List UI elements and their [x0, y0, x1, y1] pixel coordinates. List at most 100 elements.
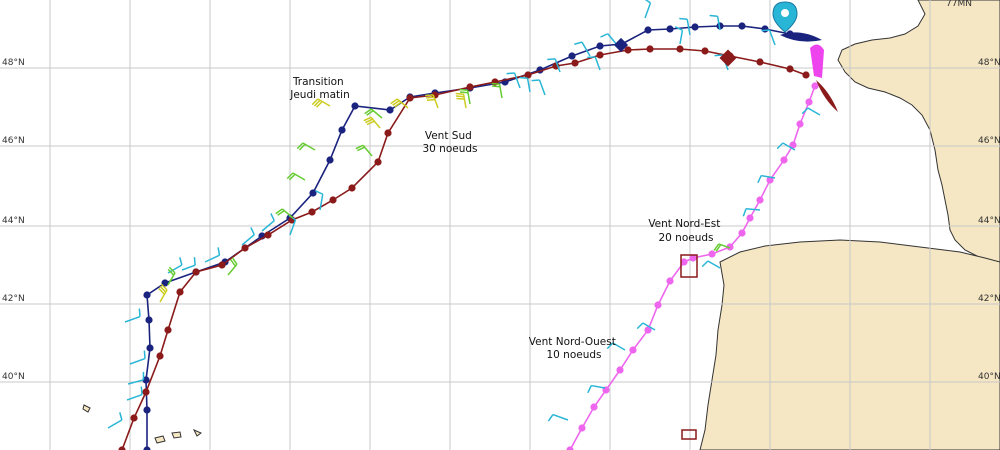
- navy-route-waypoint[interactable]: [644, 26, 652, 34]
- navy-route-waypoint[interactable]: [351, 102, 359, 110]
- magenta-route-waypoint[interactable]: [811, 82, 819, 90]
- maroon-route-waypoint[interactable]: [164, 326, 172, 334]
- maroon-route-waypoint[interactable]: [142, 388, 150, 396]
- magenta-route-waypoint[interactable]: [680, 258, 688, 266]
- wind-barb-icon: [587, 56, 601, 71]
- location-pin-icon[interactable]: [772, 1, 798, 33]
- navy-route-waypoint[interactable]: [666, 25, 674, 33]
- navy-route-waypoint[interactable]: [309, 189, 317, 197]
- annotation-vent-nord-ouest: Vent Nord-Ouest 10 noeuds: [529, 336, 619, 361]
- wind-barb-icon: [574, 41, 591, 57]
- magenta-boat-icon[interactable]: [810, 44, 824, 78]
- maroon-route-waypoint[interactable]: [241, 244, 249, 252]
- lat-label-right: 40°N: [978, 372, 1000, 382]
- navy-route-waypoint[interactable]: [738, 22, 746, 30]
- maroon-route-waypoint[interactable]: [118, 446, 126, 450]
- wind-barb-icon: [315, 190, 324, 211]
- navy-route-waypoint[interactable]: [386, 106, 394, 114]
- navy-route-waypoint[interactable]: [691, 23, 699, 31]
- latitude-labels: 48°N 48°N 46°N 46°N 44°N 44°N 42°N 42°N 40°N 40°N: [2, 58, 1000, 382]
- magenta-route-waypoint[interactable]: [666, 277, 674, 285]
- navy-route-waypoint[interactable]: [596, 42, 604, 50]
- magenta-route-waypoint[interactable]: [616, 366, 624, 374]
- maroon-route-waypoint[interactable]: [264, 231, 272, 239]
- navy-route-waypoint[interactable]: [145, 316, 153, 324]
- lat-label-right: 46°N: [978, 136, 1000, 146]
- magenta-route-waypoint[interactable]: [780, 156, 788, 164]
- navy-route-waypoint[interactable]: [568, 52, 576, 60]
- wind-barb-icon: [674, 26, 684, 45]
- navy-route-waypoint[interactable]: [143, 446, 151, 450]
- wind-barb-icon: [606, 342, 626, 351]
- magenta-route-waypoint[interactable]: [629, 346, 637, 354]
- maroon-route-waypoint[interactable]: [176, 288, 184, 296]
- magenta-route-waypoint[interactable]: [654, 301, 662, 309]
- magenta-route-waypoint[interactable]: [805, 98, 813, 106]
- wind-barbs-layer: [107, 0, 821, 429]
- maroon-route-waypoint[interactable]: [676, 45, 684, 53]
- wind-barb-icon: [547, 58, 561, 73]
- maroon-route-waypoint[interactable]: [406, 94, 414, 102]
- maroon-route-waypoint[interactable]: [571, 59, 579, 67]
- magenta-route-waypoint[interactable]: [796, 120, 804, 128]
- magenta-route-waypoint[interactable]: [738, 229, 746, 237]
- magenta-route-waypoint[interactable]: [708, 250, 716, 258]
- navy-route-waypoint[interactable]: [146, 344, 154, 352]
- magenta-route-waypoint[interactable]: [689, 254, 697, 262]
- wind-barb-icon: [587, 384, 606, 394]
- maroon-route-waypoint[interactable]: [786, 65, 794, 73]
- navy-route-waypoint[interactable]: [326, 156, 334, 164]
- navy-route-waypoint[interactable]: [761, 25, 769, 33]
- maroon-route-waypoint[interactable]: [646, 45, 654, 53]
- island-small-3: [171, 431, 182, 439]
- wind-barb-icon: [363, 116, 381, 129]
- maroon-route-waypoint[interactable]: [466, 83, 474, 91]
- wind-barb-icon: [204, 247, 221, 263]
- navy-route-waypoint[interactable]: [143, 291, 151, 299]
- navy-route-waypoint[interactable]: [161, 279, 169, 287]
- maroon-route-waypoint[interactable]: [596, 51, 604, 59]
- wind-barb-icon: [181, 257, 196, 271]
- maroon-route-waypoint[interactable]: [756, 58, 764, 66]
- maroon-route-waypoint[interactable]: [524, 71, 532, 79]
- maroon-route-waypoint[interactable]: [802, 71, 810, 79]
- maroon-route-waypoint[interactable]: [308, 208, 316, 216]
- wind-barb-icon: [459, 88, 471, 105]
- wind-barb-icon: [127, 371, 145, 385]
- wind-barb-icon: [636, 322, 656, 331]
- navy-route-waypoint[interactable]: [338, 126, 346, 134]
- maroon-route-waypoint[interactable]: [218, 261, 226, 269]
- maroon-route-waypoint[interactable]: [384, 129, 392, 137]
- wind-barb-icon: [713, 243, 731, 252]
- navy-route-waypoint[interactable]: [143, 406, 151, 414]
- markers-layer: [613, 1, 838, 440]
- navy-route[interactable]: [142, 22, 794, 450]
- lat-label-right: 42°N: [978, 294, 1000, 304]
- maroon-route-waypoint[interactable]: [624, 46, 632, 54]
- wind-barb-icon: [124, 308, 141, 323]
- wind-barb-icon: [679, 17, 691, 36]
- maroon-boat-icon[interactable]: [816, 80, 838, 112]
- maroon-route-waypoint[interactable]: [374, 158, 382, 166]
- maroon-route-waypoint[interactable]: [701, 47, 709, 55]
- magenta-route-waypoint[interactable]: [789, 141, 797, 149]
- magenta-route-waypoint[interactable]: [644, 326, 652, 334]
- magenta-route-waypoint[interactable]: [578, 424, 586, 432]
- maroon-route-waypoint[interactable]: [130, 414, 138, 422]
- maroon-route-waypoint[interactable]: [348, 184, 356, 192]
- navy-diamond-marker: [613, 37, 629, 53]
- magenta-route[interactable]: [566, 82, 819, 450]
- wind-barb-icon: [757, 174, 776, 184]
- maroon-route-waypoint[interactable]: [329, 196, 337, 204]
- magenta-route-waypoint[interactable]: [766, 176, 774, 184]
- magenta-route-waypoint[interactable]: [566, 446, 574, 450]
- magenta-route-waypoint[interactable]: [746, 214, 754, 222]
- magenta-route-waypoint[interactable]: [590, 403, 598, 411]
- lat-label-right: 44°N: [978, 216, 1000, 226]
- maroon-route-waypoint[interactable]: [156, 352, 164, 360]
- maroon-route-waypoint[interactable]: [192, 268, 200, 276]
- magenta-route-waypoint[interactable]: [726, 243, 734, 251]
- navy-boat-icon[interactable]: [780, 32, 822, 42]
- magenta-route-waypoint[interactable]: [756, 196, 764, 204]
